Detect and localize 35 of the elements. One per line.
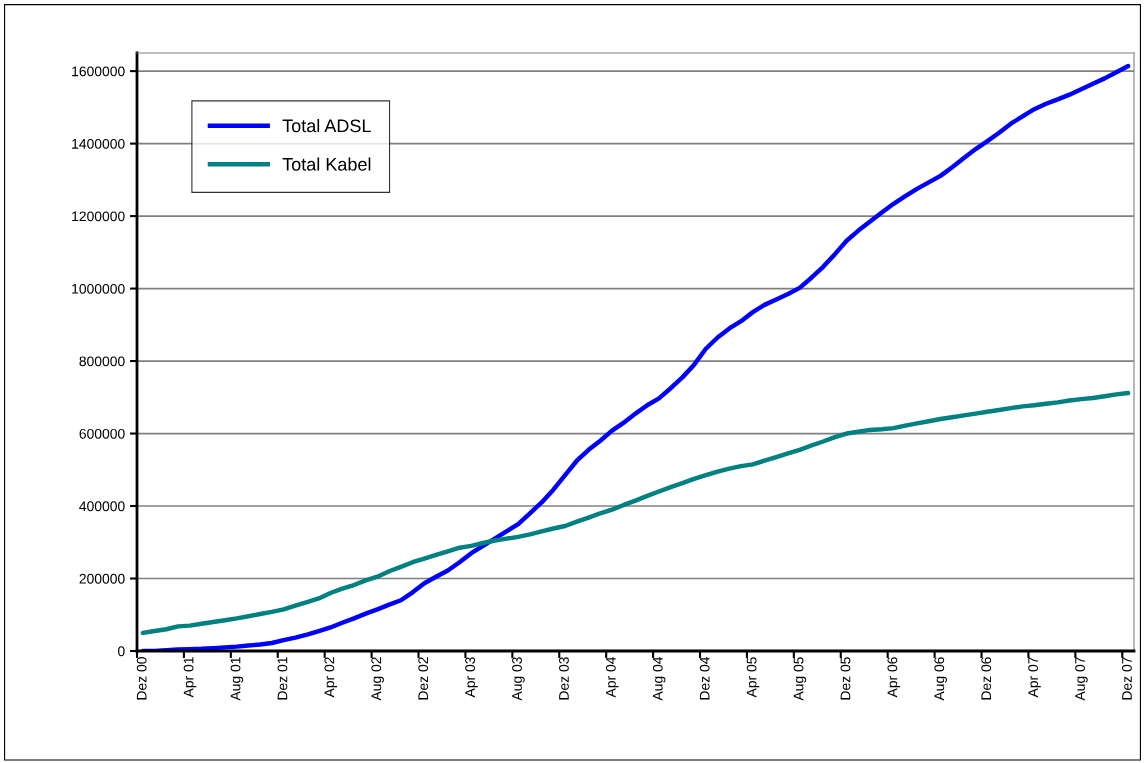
x-tick-label: Aug 07	[1075, 657, 1088, 701]
x-tick-label: Dez 00	[136, 657, 147, 700]
x-tick-label: Apr 05	[746, 657, 760, 698]
y-tick-label: 400000	[79, 501, 125, 512]
y-tick-label: 0	[118, 646, 125, 657]
x-tick-label: Apr 03	[465, 657, 478, 698]
x-tick-label: Apr 02	[324, 657, 338, 698]
x-tick-label: Aug 04	[652, 656, 666, 701]
line-series	[140, 63, 1131, 651]
x-tick-label: Apr 06	[887, 657, 901, 698]
y-tick-label: 1000000	[72, 283, 125, 294]
x-tick-label: Dez 05	[840, 657, 851, 700]
x-tick-label: Apr 07	[1028, 657, 1041, 698]
x-tick-label: Aug 01	[230, 657, 244, 701]
x-tick-label: Dez 04	[699, 656, 710, 700]
x-tick-label: Apr 01	[183, 657, 197, 698]
x-tick-label: Aug 05	[793, 657, 807, 701]
x-tick-label: Dez 02	[418, 657, 429, 700]
x-tick-label: Dez 01	[277, 657, 288, 700]
x-tick-label: Apr 04	[605, 656, 619, 698]
x-tick-label: Aug 02	[371, 657, 384, 701]
x-tick-label: Dez 03	[559, 657, 569, 700]
legend-label: Total Kabel	[282, 157, 371, 171]
y-tick-label: 800000	[79, 356, 125, 367]
y-tick-label: 200000	[79, 573, 125, 584]
legend-label: Total ADSL	[282, 118, 371, 133]
x-tick-label: Aug 03	[512, 657, 525, 701]
y-tick-label: 1200000	[72, 211, 125, 222]
y-tick-label: 600000	[79, 428, 125, 439]
x-tick-label: Dez 07	[1122, 657, 1132, 700]
x-tick-label: Aug 06	[934, 657, 947, 701]
y-tick-label: 1400000	[72, 138, 125, 149]
line-series	[140, 390, 1131, 636]
x-tick-label: Dez 06	[981, 657, 992, 700]
y-tick-label: 1600000	[72, 66, 125, 77]
